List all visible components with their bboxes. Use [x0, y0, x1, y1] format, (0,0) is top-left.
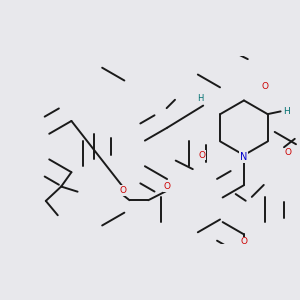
Text: O: O [240, 237, 247, 246]
Text: H: H [197, 94, 204, 103]
Text: O: O [262, 82, 269, 91]
Text: O: O [285, 148, 292, 157]
Text: N: N [240, 152, 247, 162]
Text: O: O [119, 186, 126, 195]
Text: O: O [164, 182, 171, 191]
Text: H: H [283, 107, 290, 116]
Text: O: O [199, 151, 206, 160]
